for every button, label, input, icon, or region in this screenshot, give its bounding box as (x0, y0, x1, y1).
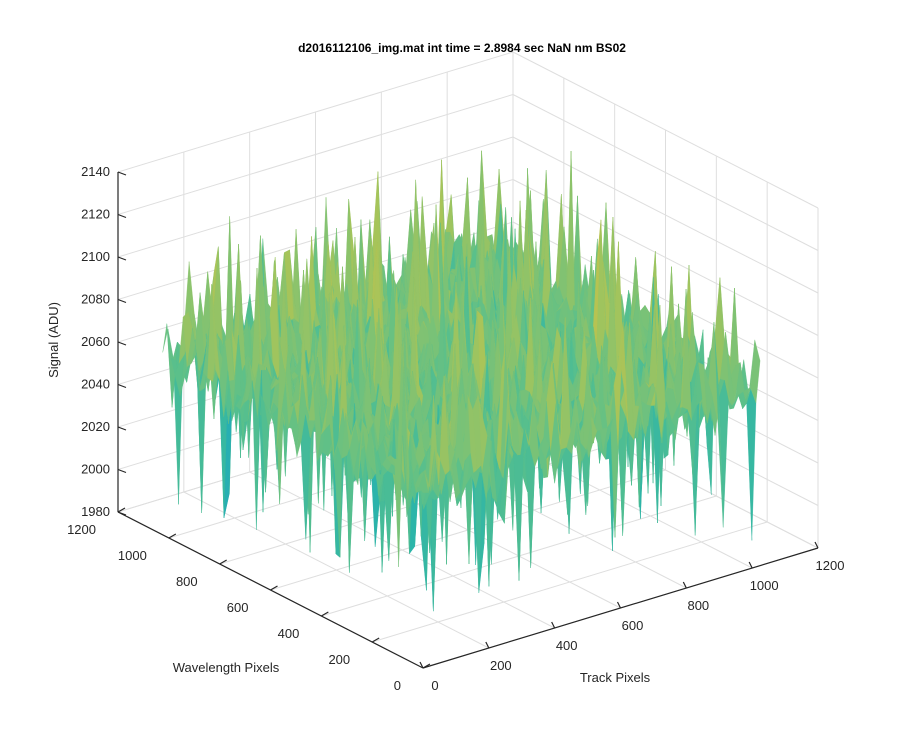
x-tick-label: 400 (556, 638, 578, 653)
y-tick-label: 1200 (67, 522, 96, 537)
z-tick-label: 2000 (81, 462, 110, 477)
x-tick-label: 600 (622, 618, 644, 633)
x-axis-label: Track Pixels (580, 670, 651, 685)
x-tick-label: 200 (490, 658, 512, 673)
grid-line-wall-xz (117, 51, 514, 173)
grid-line-wall-yz (512, 51, 819, 209)
chart-title: d2016112106_img.mat int time = 2.8984 se… (298, 41, 626, 55)
z-tick-mark (117, 426, 127, 431)
y-tick-label: 800 (176, 574, 198, 589)
x-tick-label: 1200 (816, 558, 845, 573)
z-tick-label: 1980 (81, 504, 110, 519)
z-tick-mark (117, 468, 127, 474)
x-tick-label: 0 (431, 678, 438, 693)
z-tick-mark (117, 383, 127, 389)
surface-mesh (162, 150, 761, 612)
z-tick-label: 2140 (81, 164, 110, 179)
y-tick-label: 200 (328, 652, 350, 667)
z-tick-mark (117, 171, 127, 176)
z-tick-mark (117, 341, 127, 346)
y-axis-label: Wavelength Pixels (173, 660, 280, 675)
z-tick-mark (117, 298, 127, 304)
surface-facet (746, 387, 757, 541)
grid-line-wall-xz (117, 136, 514, 258)
y-tick-label: 1000 (118, 548, 147, 563)
surface-facet (383, 470, 394, 561)
grid-line-wall-yz (512, 136, 819, 294)
z-tick-mark (117, 256, 127, 261)
y-tick-label: 600 (227, 600, 249, 615)
z-tick-label: 2020 (81, 419, 110, 434)
z-tick-label: 2100 (81, 249, 110, 264)
z-tick-label: 2080 (81, 292, 110, 307)
x-tick-label: 800 (687, 598, 709, 613)
grid-line-wall-yz (512, 94, 819, 251)
z-tick-label: 2040 (81, 377, 110, 392)
grid-line-wall-yz (512, 179, 819, 336)
z-axis-label: Signal (ADU) (46, 302, 61, 378)
grid-line-wall-xz (117, 94, 514, 215)
z-tick-mark (117, 213, 127, 219)
z-tick-label: 2120 (81, 207, 110, 222)
z-tick-label: 2060 (81, 334, 110, 349)
y-tick-label: 0 (394, 678, 401, 693)
y-tick-label: 400 (278, 626, 300, 641)
x-tick-label: 1000 (750, 578, 779, 593)
grid-line-floor-y (372, 521, 768, 643)
